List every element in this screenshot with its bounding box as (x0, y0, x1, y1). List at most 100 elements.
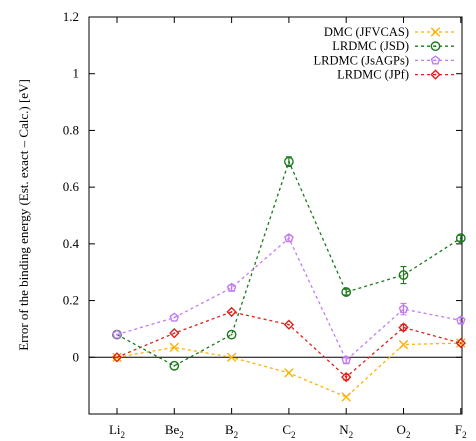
marker-shape (169, 327, 180, 339)
marker-shape (283, 319, 295, 330)
y-tick-label: 0.8 (63, 122, 79, 137)
data-point (341, 287, 352, 297)
data-point (169, 327, 180, 339)
legend-marker (430, 41, 441, 52)
series-line (116, 311, 461, 378)
data-point (398, 339, 409, 350)
marker-shape (430, 55, 441, 65)
x-tick-label: Be2 (165, 422, 184, 440)
marker-dot (402, 274, 405, 276)
marker-shape (226, 282, 237, 292)
data-point (455, 315, 466, 325)
marker-shape (111, 352, 123, 363)
data-point (283, 156, 294, 167)
marker-ring (226, 329, 237, 340)
x-tick-label: O2 (397, 422, 411, 440)
legend-marker (430, 55, 441, 65)
series-4 (111, 306, 466, 383)
marker-dot (434, 45, 437, 48)
data-point (398, 304, 409, 314)
marker-dot (345, 291, 348, 293)
data-point (341, 392, 351, 402)
legend-entry: LRDMC (JPf) (337, 68, 456, 82)
data-point (455, 233, 466, 244)
marker-shape (455, 315, 466, 325)
marker-ring (283, 156, 294, 167)
data-point (169, 312, 180, 322)
y-tick-label: 1 (73, 66, 80, 81)
data-point (226, 329, 237, 340)
marker-shape (430, 69, 441, 80)
marker-dot (459, 319, 462, 322)
marker-dot (345, 376, 348, 379)
x-tick-label: B2 (225, 422, 238, 440)
y-tick-label: 0 (73, 349, 80, 364)
marker-dot (402, 308, 405, 310)
data-point (283, 319, 295, 330)
marker-shape (398, 322, 409, 333)
x-tick-label: N2 (339, 422, 353, 440)
y-tick-label: 0.2 (63, 293, 79, 308)
series-2 (112, 156, 466, 371)
marker-shape (112, 329, 122, 339)
y-tick-label: 0.4 (63, 236, 80, 251)
legend-entry: DMC (JFVCAS) (324, 25, 456, 39)
series-line (116, 237, 461, 362)
data-point (226, 282, 237, 292)
marker-ring (341, 287, 352, 297)
data-point (226, 306, 237, 318)
marker-dot (288, 160, 290, 163)
marker-dot (173, 316, 176, 319)
legend-marker (430, 69, 441, 80)
marker-dot (116, 356, 118, 359)
marker-dot (230, 333, 233, 336)
data-point (284, 233, 294, 243)
marker-dot (434, 59, 437, 62)
data-point (398, 322, 409, 333)
data-point (341, 371, 352, 383)
marker-shape (169, 312, 180, 322)
data-point (169, 360, 180, 371)
data-point (341, 355, 352, 365)
marker-dot (459, 342, 462, 345)
marker-shape (455, 337, 466, 349)
data-point (398, 270, 409, 280)
marker-shape (284, 233, 294, 243)
marker-dot (230, 311, 233, 313)
legend-entry: LRDMC (JSD) (332, 39, 456, 53)
marker-ring (398, 270, 409, 280)
legend-label: LRDMC (JSD) (332, 39, 409, 53)
legend-label: LRDMC (JPf) (337, 68, 409, 82)
y-tick-label: 0.6 (63, 179, 80, 194)
x-tick-label: F2 (455, 422, 467, 440)
marker-dot (434, 73, 437, 76)
data-point (284, 368, 294, 378)
marker-dot (173, 332, 176, 335)
marker-dot (288, 237, 290, 240)
y-axis-label: Error of the binding energy (Est. exact … (16, 79, 31, 351)
legend-marker (430, 27, 441, 37)
legend-entry: LRDMC (JsAGPs) (313, 53, 456, 67)
data-point (226, 352, 237, 362)
marker-dot (459, 237, 462, 240)
marker-shape (341, 371, 352, 383)
marker-ring (430, 41, 441, 52)
data-point (111, 352, 123, 363)
marker-dot (288, 323, 290, 326)
x-tick-label: Li2 (109, 422, 125, 440)
marker-dot (116, 333, 118, 336)
marker-shape (341, 355, 352, 365)
x-tick-label: C2 (282, 422, 295, 440)
marker-shape (398, 304, 409, 314)
marker-shape (226, 306, 237, 318)
legend-label: LRDMC (JsAGPs) (313, 53, 409, 67)
legend-label: DMC (JFVCAS) (324, 25, 409, 39)
y-tick-label: 1.2 (63, 9, 79, 24)
marker-ring (169, 360, 180, 371)
plot-frame (88, 16, 463, 415)
series-1 (112, 338, 466, 402)
data-point (112, 329, 122, 339)
marker-dot (402, 326, 405, 329)
marker-ring (455, 233, 466, 244)
